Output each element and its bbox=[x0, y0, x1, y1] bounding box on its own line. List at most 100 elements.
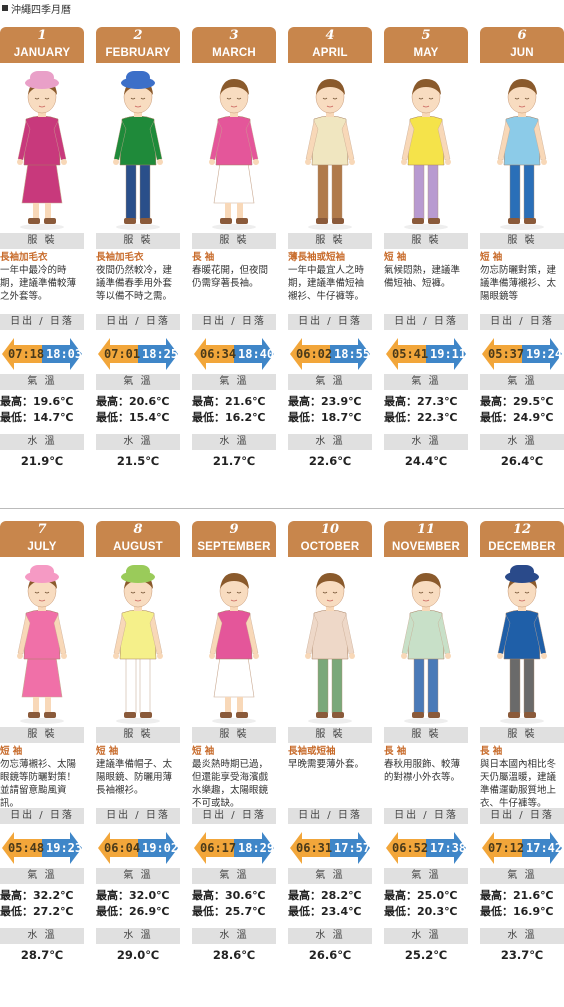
low-temperature: 最低：22.3℃ bbox=[384, 411, 458, 424]
water-temperature-label: 水 溫 bbox=[480, 434, 564, 450]
water-temperature-value: 28.7℃ bbox=[20, 948, 64, 962]
month-column-march: 3 MARCH 服 裝 bbox=[192, 27, 276, 472]
sun-times: 07:18 18:03 bbox=[0, 334, 84, 374]
water-temperature-value: 26.6℃ bbox=[308, 948, 352, 962]
sunrise-sunset-arrows-icon bbox=[194, 832, 274, 864]
sun-label: 日出 / 日落 bbox=[384, 808, 468, 824]
water-temperature-label: 水 溫 bbox=[384, 928, 468, 944]
sun-label: 日出 / 日落 bbox=[480, 808, 564, 824]
month-header: 8 AUGUST bbox=[96, 521, 180, 557]
sunrise-time: 06:04 bbox=[104, 841, 141, 855]
month-number: 7 bbox=[37, 522, 47, 537]
high-temperature: 最高：28.2℃ bbox=[288, 889, 362, 902]
month-column-december: 12 DECEMBER 服 bbox=[480, 521, 564, 966]
month-number: 2 bbox=[133, 28, 143, 43]
outfit-figure bbox=[0, 63, 84, 233]
water-temperature-value: 24.4℃ bbox=[404, 454, 448, 468]
month-header: 10 OCTOBER bbox=[288, 521, 372, 557]
temperature-label: 氣 溫 bbox=[192, 374, 276, 390]
sun-times: 05:41 19:11 bbox=[384, 334, 468, 374]
month-column-april: 4 APRIL 服 裝 bbox=[288, 27, 372, 472]
water-temperature-label: 水 溫 bbox=[192, 434, 276, 450]
sunrise-sunset-arrows-icon bbox=[98, 832, 178, 864]
high-temperature: 最高：20.6℃ bbox=[96, 395, 170, 408]
clothing-description: 春秋用服飾、較薄的對襟小外衣等。 bbox=[384, 759, 461, 783]
outfit-figure bbox=[288, 557, 372, 727]
high-temperature: 最高：23.9℃ bbox=[288, 395, 362, 408]
clothing-title: 長 袖 bbox=[384, 746, 407, 757]
high-temperature: 最高：21.6℃ bbox=[480, 889, 554, 902]
temperature-values: 最高：32.0℃ 最低：26.9℃ bbox=[96, 884, 180, 928]
month-header: 12 DECEMBER bbox=[480, 521, 564, 557]
month-number: 9 bbox=[229, 522, 239, 537]
month-column-jun: 6 JUN 服 裝 bbox=[480, 27, 564, 472]
sun-label: 日出 / 日落 bbox=[384, 314, 468, 330]
month-header: 5 MAY bbox=[384, 27, 468, 63]
clothing-label: 服 裝 bbox=[96, 727, 180, 743]
month-number: 10 bbox=[320, 522, 340, 537]
clothing-title: 短 袖 bbox=[384, 252, 407, 263]
person-illustration-icon bbox=[401, 573, 451, 724]
clothing-label: 服 裝 bbox=[0, 233, 84, 249]
row-divider bbox=[0, 508, 564, 509]
sun-label: 日出 / 日落 bbox=[480, 314, 564, 330]
clothing-label: 服 裝 bbox=[192, 233, 276, 249]
clothing-title: 長 袖 bbox=[192, 252, 215, 263]
month-name: OCTOBER bbox=[300, 541, 360, 553]
temperature-values: 最高：20.6℃ 最低：15.4℃ bbox=[96, 390, 180, 434]
temperature-label: 氣 溫 bbox=[0, 868, 84, 884]
temperature-label: 氣 溫 bbox=[384, 374, 468, 390]
high-temperature: 最高：19.6℃ bbox=[0, 395, 74, 408]
water-temperature-label: 水 溫 bbox=[288, 928, 372, 944]
clothing-label: 服 裝 bbox=[192, 727, 276, 743]
person-illustration-icon bbox=[17, 71, 67, 230]
high-temperature: 最高：21.6℃ bbox=[192, 395, 266, 408]
low-temperature: 最低：24.9℃ bbox=[480, 411, 554, 424]
clothing-title: 長袖加毛衣 bbox=[96, 252, 144, 263]
temperature-label: 氣 溫 bbox=[288, 868, 372, 884]
sunset-time: 18:03 bbox=[46, 347, 83, 361]
month-name: JANUARY bbox=[13, 47, 71, 59]
month-name: FEBRUARY bbox=[105, 47, 171, 59]
month-name: SEPTEMBER bbox=[197, 541, 271, 553]
temperature-values: 最高：28.2℃ 最低：23.4℃ bbox=[288, 884, 372, 928]
outfit-figure bbox=[192, 63, 276, 233]
clothing-label: 服 裝 bbox=[384, 233, 468, 249]
month-number: 1 bbox=[37, 28, 47, 43]
high-temperature: 最高：32.2℃ bbox=[0, 889, 74, 902]
clothing-title: 薄長袖或短袖 bbox=[288, 252, 346, 263]
month-name: MARCH bbox=[212, 47, 256, 59]
sunrise-sunset-arrows-icon bbox=[290, 338, 370, 370]
page-title: 沖繩四季月曆 bbox=[0, 0, 71, 16]
sunset-time: 19:24 bbox=[526, 347, 563, 361]
month-number: 11 bbox=[416, 522, 436, 537]
sun-times: 05:37 19:24 bbox=[480, 334, 564, 374]
temperature-values: 最高：19.6℃ 最低：14.7℃ bbox=[0, 390, 84, 434]
sunrise-time: 06:52 bbox=[392, 841, 429, 855]
clothing-description: 早晚需要薄外套。 bbox=[288, 759, 365, 770]
clothing-label: 服 裝 bbox=[288, 727, 372, 743]
sun-times: 06:04 19:02 bbox=[96, 828, 180, 868]
temperature-label: 氣 溫 bbox=[480, 374, 564, 390]
bullet-square-icon bbox=[2, 5, 8, 11]
outfit-figure bbox=[480, 557, 564, 727]
temperature-label: 氣 溫 bbox=[288, 374, 372, 390]
month-header: 1 JANUARY bbox=[0, 27, 84, 63]
month-column-october: 10 OCTOBER 服 裝 bbox=[288, 521, 372, 966]
water-temperature-label: 水 溫 bbox=[96, 928, 180, 944]
water-temperature-value: 21.9℃ bbox=[20, 454, 64, 468]
month-name: AUGUST bbox=[113, 541, 163, 553]
sun-times: 06:52 17:38 bbox=[384, 828, 468, 868]
sunrise-time: 07:01 bbox=[104, 347, 141, 361]
sun-label: 日出 / 日落 bbox=[288, 314, 372, 330]
temperature-values: 最高：21.6℃ 最低：16.2℃ bbox=[192, 390, 276, 434]
clothing-description: 春暖花開，但夜間仍需穿著長袖。 bbox=[192, 265, 269, 289]
month-number: 4 bbox=[325, 28, 335, 43]
clothing-label: 服 裝 bbox=[480, 233, 564, 249]
sunrise-time: 05:37 bbox=[488, 347, 525, 361]
month-column-january: 1 JANUARY 服 裝 bbox=[0, 27, 84, 472]
month-column-november: 11 NOVEMBER 服 bbox=[384, 521, 468, 966]
month-column-august: 8 AUGUST 服 裝 bbox=[96, 521, 180, 966]
clothing-description: 一年中最冷的時期，建議準備較薄之外套等。 bbox=[0, 265, 77, 302]
water-temperature-label: 水 溫 bbox=[480, 928, 564, 944]
